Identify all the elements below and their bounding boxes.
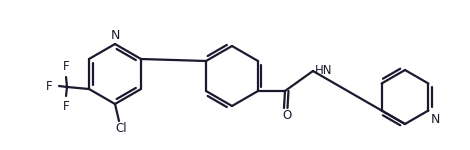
Text: F: F: [63, 100, 70, 113]
Text: F: F: [63, 60, 70, 73]
Text: O: O: [282, 109, 291, 122]
Text: N: N: [110, 29, 120, 42]
Text: F: F: [46, 80, 52, 93]
Text: HN: HN: [315, 63, 332, 76]
Text: N: N: [431, 112, 440, 126]
Text: Cl: Cl: [115, 122, 127, 135]
